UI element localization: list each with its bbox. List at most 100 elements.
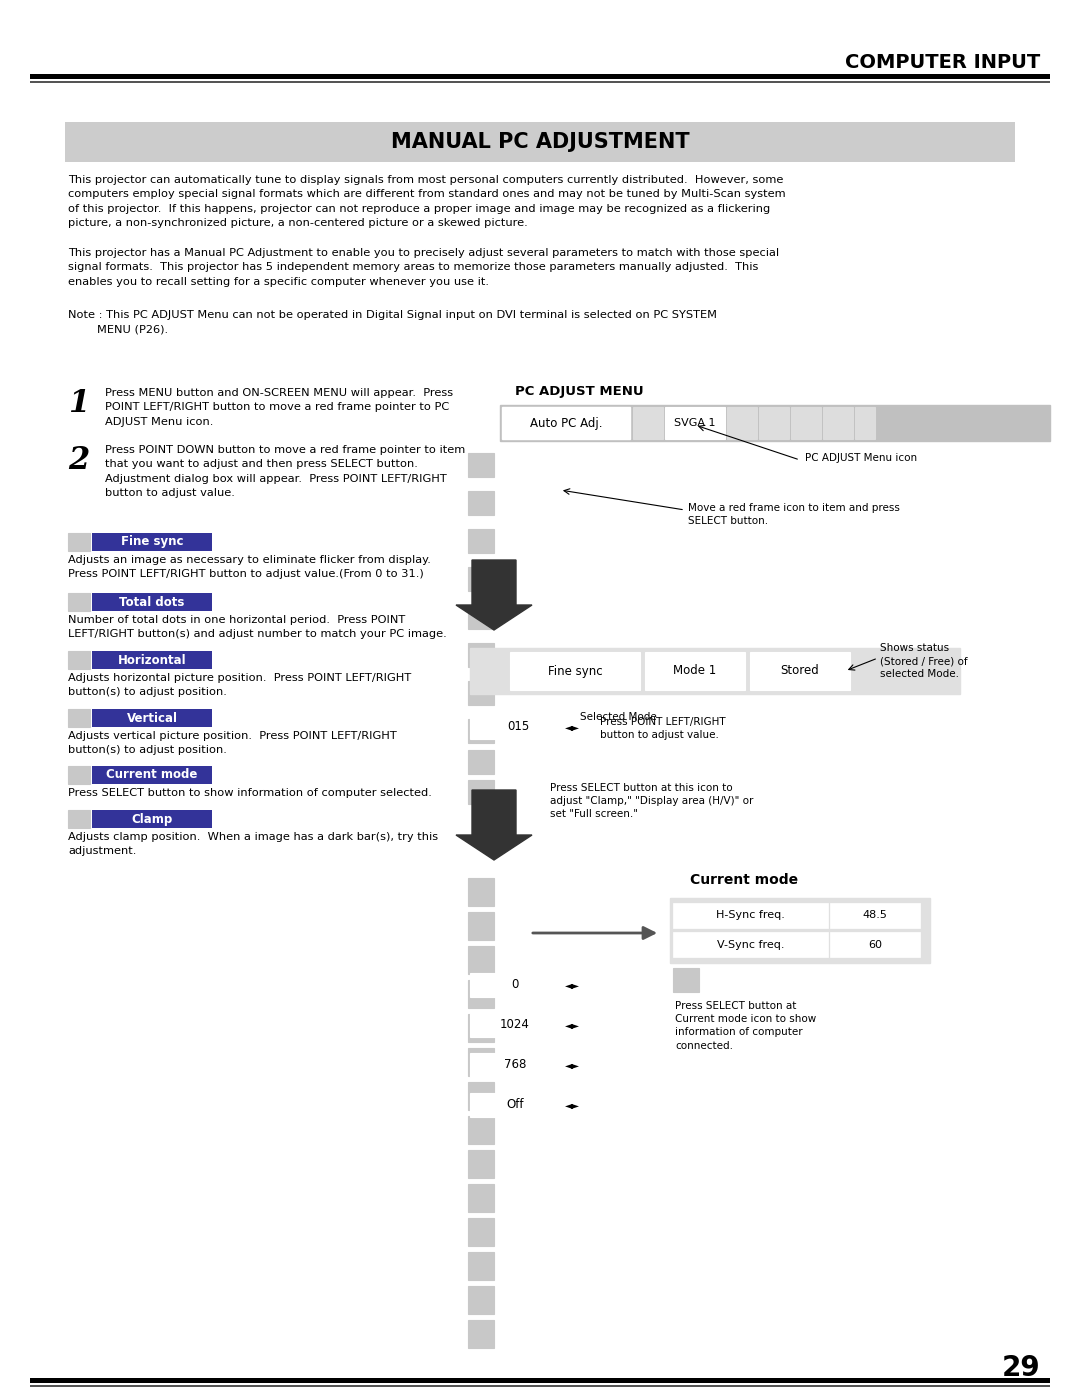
Text: PC ADJUST MENU: PC ADJUST MENU [515, 386, 644, 398]
Bar [502, 407, 630, 439]
Bar [468, 719, 494, 743]
Text: Shows status
(Stored / Free) of
selected Mode.: Shows status (Stored / Free) of selected… [880, 643, 968, 679]
Text: 1024: 1024 [500, 1018, 530, 1031]
Bar [468, 605, 494, 629]
Text: 48.5: 48.5 [863, 911, 888, 921]
Text: Vertical: Vertical [126, 711, 177, 725]
Polygon shape [456, 789, 532, 861]
Bar [468, 490, 494, 515]
Bar [510, 652, 640, 690]
Text: 1: 1 [68, 388, 90, 419]
Bar [92, 710, 212, 726]
Bar [468, 1185, 494, 1213]
Bar [673, 968, 699, 992]
Text: Off: Off [507, 1098, 524, 1112]
Text: COMPUTER INPUT: COMPUTER INPUT [845, 53, 1040, 71]
Text: Current mode: Current mode [690, 873, 798, 887]
Bar [30, 1384, 1050, 1387]
Bar [468, 981, 494, 1009]
Text: 0: 0 [511, 978, 518, 992]
Text: Press POINT LEFT/RIGHT
button to adjust value.: Press POINT LEFT/RIGHT button to adjust … [600, 717, 726, 740]
Text: Selected Mode: Selected Mode [580, 712, 657, 722]
Bar [645, 652, 745, 690]
Bar [68, 534, 90, 550]
Bar [30, 74, 1050, 80]
Text: ◄►: ◄► [565, 981, 580, 990]
Bar [470, 1013, 570, 1037]
Bar [68, 710, 90, 726]
Polygon shape [456, 560, 532, 630]
Bar [468, 1150, 494, 1178]
Text: Total dots: Total dots [119, 595, 185, 609]
Text: Press MENU button and ON-SCREEN MENU will appear.  Press
POINT LEFT/RIGHT button: Press MENU button and ON-SCREEN MENU wil… [105, 388, 454, 427]
Bar [470, 1053, 570, 1077]
Text: ◄►: ◄► [565, 1060, 580, 1070]
Bar [92, 534, 212, 550]
Bar [633, 407, 663, 439]
Text: 015: 015 [507, 721, 529, 733]
Text: This projector has a Manual PC Adjustment to enable you to precisely adjust seve: This projector has a Manual PC Adjustmen… [68, 249, 779, 286]
Bar [855, 407, 875, 439]
Bar [468, 1116, 494, 1144]
Text: MANUAL PC ADJUSTMENT: MANUAL PC ADJUSTMENT [391, 131, 689, 152]
Bar [68, 766, 90, 784]
Text: V-Sync freq.: V-Sync freq. [717, 940, 784, 950]
Bar [791, 407, 821, 439]
Text: 768: 768 [503, 1059, 526, 1071]
Text: Adjusts horizontal picture position.  Press POINT LEFT/RIGHT
button(s) to adjust: Adjusts horizontal picture position. Pre… [68, 673, 411, 697]
Text: Move a red frame icon to item and press
SELECT button.: Move a red frame icon to item and press … [688, 503, 900, 527]
Text: Auto PC Adj.: Auto PC Adj. [530, 416, 603, 429]
Text: Fine sync: Fine sync [548, 665, 603, 678]
Bar [468, 453, 494, 476]
Bar [92, 592, 212, 610]
Text: 29: 29 [1001, 1354, 1040, 1382]
Text: Horizontal: Horizontal [118, 654, 187, 666]
Bar [670, 898, 930, 963]
Bar [673, 932, 828, 957]
Bar [468, 1320, 494, 1348]
Bar [468, 780, 494, 805]
Bar [468, 946, 494, 974]
Bar [831, 932, 920, 957]
Bar [468, 1252, 494, 1280]
Bar [823, 407, 853, 439]
Text: Clamp: Clamp [132, 813, 173, 826]
Text: Adjusts an image as necessary to eliminate flicker from display.
Press POINT LEF: Adjusts an image as necessary to elimina… [68, 555, 431, 580]
Text: Note : This PC ADJUST Menu can not be operated in Digital Signal input on DVI te: Note : This PC ADJUST Menu can not be op… [68, 310, 717, 334]
Text: This projector can automatically tune to display signals from most personal comp: This projector can automatically tune to… [68, 175, 785, 228]
Bar [750, 652, 850, 690]
Text: Press SELECT button to show information of computer selected.: Press SELECT button to show information … [68, 788, 432, 798]
Bar [92, 651, 212, 669]
Bar [30, 1377, 1050, 1383]
Text: Mode 1: Mode 1 [673, 665, 717, 678]
Bar [500, 405, 1050, 441]
Text: SVGA 1: SVGA 1 [674, 418, 716, 427]
Text: Number of total dots in one horizontal period.  Press POINT
LEFT/RIGHT button(s): Number of total dots in one horizontal p… [68, 615, 447, 640]
Text: H-Sync freq.: H-Sync freq. [716, 911, 785, 921]
Text: Stored: Stored [781, 665, 820, 678]
Bar [470, 715, 570, 739]
Bar [468, 877, 494, 907]
Text: 2: 2 [68, 446, 90, 476]
Text: PC ADJUST Menu icon: PC ADJUST Menu icon [805, 453, 917, 462]
Text: Adjusts vertical picture position.  Press POINT LEFT/RIGHT
button(s) to adjust p: Adjusts vertical picture position. Press… [68, 731, 396, 756]
Bar [468, 1218, 494, 1246]
Bar [468, 1083, 494, 1111]
Bar [92, 766, 212, 784]
Text: Fine sync: Fine sync [121, 535, 184, 549]
Text: ◄►: ◄► [565, 722, 580, 732]
Bar [470, 648, 960, 694]
Bar [68, 810, 90, 828]
Bar [470, 1092, 570, 1118]
Text: Press POINT DOWN button to move a red frame pointer to item
that you want to adj: Press POINT DOWN button to move a red fr… [105, 446, 465, 499]
Bar [759, 407, 789, 439]
Bar [468, 1014, 494, 1042]
Bar [468, 912, 494, 940]
Bar [68, 592, 90, 610]
Bar [468, 680, 494, 705]
Bar [468, 529, 494, 553]
Bar [727, 407, 757, 439]
Bar [468, 1287, 494, 1315]
Text: Press SELECT button at
Current mode icon to show
information of computer
connect: Press SELECT button at Current mode icon… [675, 1002, 816, 1051]
Bar [65, 122, 1015, 162]
